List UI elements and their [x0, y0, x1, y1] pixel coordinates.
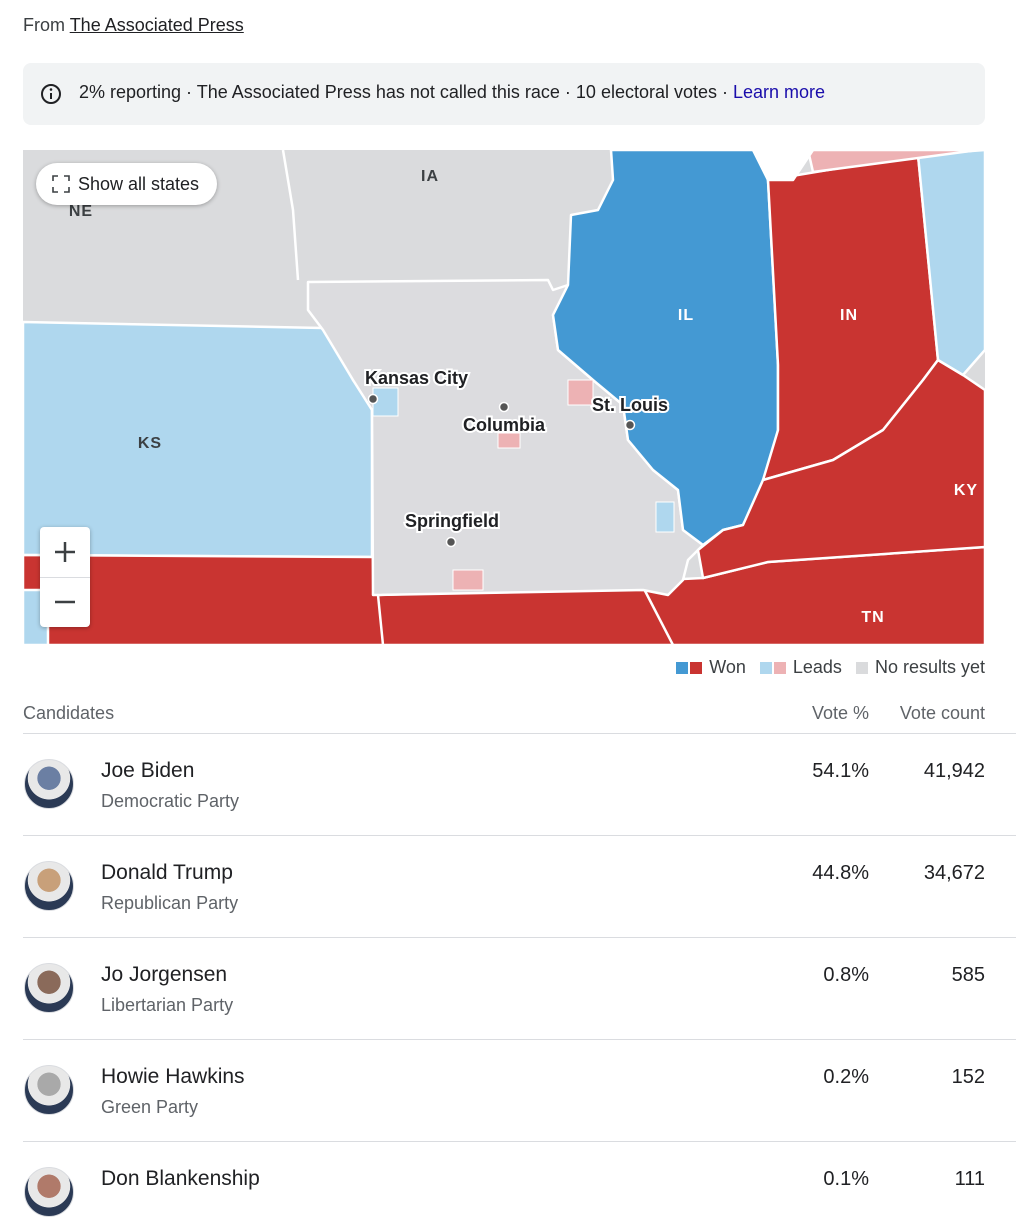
vote-count: 41,942	[923, 760, 985, 782]
vote-pct: 0.8%	[823, 964, 869, 986]
city-dot	[367, 393, 379, 405]
avatar	[24, 759, 74, 809]
vote-pct: 44.8%	[812, 862, 869, 884]
zoom-out-button[interactable]	[40, 577, 90, 627]
city-label: Kansas City	[365, 368, 468, 388]
candidate-name: Don Blankenship	[101, 1167, 260, 1190]
legend-item: No results yet	[855, 657, 985, 678]
county	[452, 569, 484, 591]
county	[497, 432, 521, 449]
state-ky	[696, 358, 985, 580]
avatar	[24, 963, 74, 1013]
legend: Won Leads No results yet	[676, 657, 985, 678]
city-dot	[498, 401, 510, 413]
source-prefix: From	[23, 15, 65, 35]
legend-label: Won	[709, 657, 746, 677]
county	[655, 501, 675, 533]
vote-pct: 0.1%	[823, 1168, 869, 1190]
state-label: NE	[69, 203, 93, 220]
header-count: Vote count	[899, 703, 985, 723]
lake	[751, 150, 815, 182]
city-label: St. Louis	[592, 395, 668, 415]
state-label: KY	[954, 482, 978, 499]
legend-item: Won	[676, 657, 746, 678]
legend-item: Leads	[759, 657, 842, 678]
vote-pct: 0.2%	[823, 1066, 869, 1088]
vote-pct: 54.1%	[812, 760, 869, 782]
status-text: 2% reporting · The Associated Press has …	[79, 82, 825, 103]
learn-more-link[interactable]: Learn more	[733, 82, 826, 102]
city-dot	[445, 536, 457, 548]
state-label: IN	[840, 307, 858, 324]
source-line: From The Associated Press	[23, 15, 244, 36]
state-label: KS	[138, 435, 162, 452]
vote-count: 585	[951, 964, 985, 986]
state-ks	[23, 320, 374, 559]
candidate-party: Libertarian Party	[101, 995, 234, 1015]
candidate-party: Green Party	[101, 1097, 199, 1117]
legend-label: No results yet	[874, 657, 985, 677]
avatar	[24, 1065, 74, 1115]
info-icon	[41, 84, 61, 104]
county	[567, 379, 594, 406]
city-label: Springfield	[405, 511, 499, 531]
state-label: TN	[861, 609, 884, 626]
state-label: IA	[421, 168, 439, 185]
state-mi	[806, 150, 980, 174]
candidate-party: Republican Party	[101, 893, 239, 913]
border	[281, 150, 300, 281]
legend-label: Leads	[792, 657, 842, 677]
row-divider	[23, 835, 1016, 836]
city-label: Columbia	[463, 415, 546, 435]
zoom-divider	[40, 577, 90, 578]
zoom-control	[40, 527, 90, 627]
map-svg: IA NE IL IN KS KY TN Kansas City Columbi…	[23, 150, 985, 645]
candidate-name: Donald Trump	[101, 861, 233, 884]
source-link[interactable]: The Associated Press	[69, 15, 244, 35]
map: IA NE IL IN KS KY TN Kansas City Columbi…	[23, 150, 985, 645]
expand-icon	[52, 175, 70, 193]
avatar	[24, 1167, 74, 1217]
row-divider	[23, 937, 1016, 938]
candidate-name: Howie Hawkins	[101, 1065, 245, 1088]
city-dot	[624, 419, 636, 431]
zoom-in-button[interactable]	[40, 527, 90, 577]
vote-count: 111	[954, 1168, 985, 1190]
state-ar	[376, 585, 675, 645]
row-divider	[23, 1141, 1016, 1142]
button-label: Show all states	[78, 173, 200, 194]
candidate-party: Democratic Party	[101, 791, 240, 811]
status-summary: 2% reporting · The Associated Press has …	[79, 82, 728, 102]
status-bar: 2% reporting · The Associated Press has …	[23, 63, 985, 125]
avatar	[24, 861, 74, 911]
row-divider	[23, 1039, 1016, 1040]
header-candidates: Candidates	[23, 703, 115, 723]
candidate-name: Joe Biden	[101, 759, 195, 782]
vote-count: 152	[951, 1066, 985, 1088]
row-divider	[23, 733, 1016, 734]
vote-count: 34,672	[923, 862, 985, 884]
candidate-name: Jo Jorgensen	[101, 963, 228, 986]
show-all-states-button[interactable]: Show all states	[36, 163, 218, 205]
header-pct: Vote %	[811, 703, 869, 723]
state-label: IL	[678, 307, 694, 324]
